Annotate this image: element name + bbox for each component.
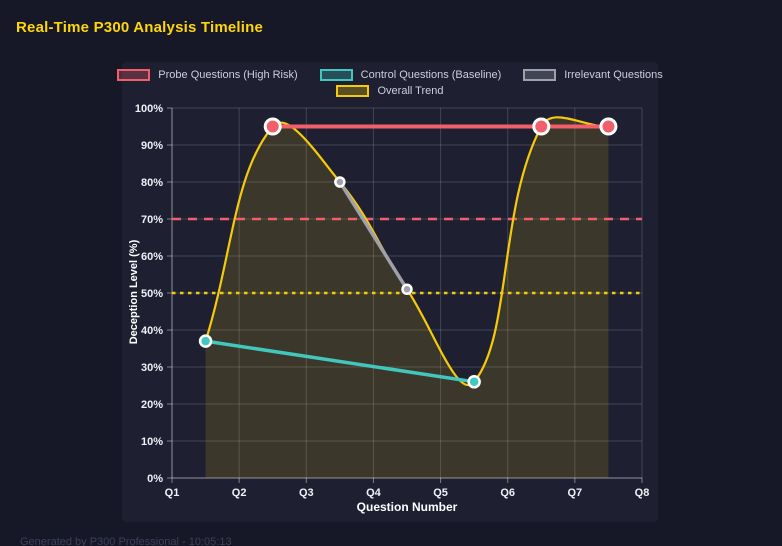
legend-label: Irrelevant Questions <box>564 69 663 81</box>
data-point[interactable] <box>532 117 551 136</box>
legend-item[interactable]: Overall Trend <box>336 85 444 97</box>
y-tick-label: 90% <box>141 140 163 152</box>
chart-panel: Probe Questions (High Risk) Control Quest… <box>117 62 663 522</box>
footer-note: Generated by P300 Professional - 10:05:1… <box>20 536 232 546</box>
data-point[interactable] <box>198 334 213 348</box>
y-tick-label: 10% <box>141 436 163 448</box>
y-tick-label: 20% <box>141 399 163 411</box>
y-tick-label: 80% <box>141 177 163 189</box>
x-tick-label: Q5 <box>433 487 448 499</box>
y-tick-label: 40% <box>141 325 163 337</box>
legend-swatch-icon <box>319 69 353 81</box>
chart-legend: Probe Questions (High Risk) Control Quest… <box>117 69 663 97</box>
page-title: Real-Time P300 Analysis Timeline <box>16 19 264 36</box>
data-point[interactable] <box>599 117 618 136</box>
x-axis-title: Question Number <box>356 500 458 514</box>
data-point[interactable] <box>401 283 413 296</box>
legend-label: Control Questions (Baseline) <box>360 69 502 81</box>
x-tick-label: Q1 <box>165 487 180 499</box>
x-tick-label: Q3 <box>299 487 314 499</box>
legend-swatch-icon <box>336 85 370 97</box>
legend-item[interactable]: Irrelevant Questions <box>523 69 663 81</box>
legend-swatch-icon <box>117 69 151 81</box>
y-axis-title: Deception Level (%) <box>128 239 140 345</box>
legend-item[interactable]: Control Questions (Baseline) <box>319 69 502 81</box>
x-tick-label: Q6 <box>500 487 515 499</box>
y-tick-label: 60% <box>141 251 163 263</box>
trend-area-fill <box>205 117 609 478</box>
legend-item[interactable]: Probe Questions (High Risk) <box>117 69 298 81</box>
legend-label: Overall Trend <box>377 85 444 97</box>
data-point[interactable] <box>263 117 282 136</box>
x-tick-label: Q2 <box>232 487 247 499</box>
x-tick-label: Q8 <box>635 487 650 499</box>
legend-swatch-icon <box>523 69 557 81</box>
legend-row: Probe Questions (High Risk) Control Quest… <box>117 69 663 81</box>
data-point[interactable] <box>467 375 481 389</box>
series-line <box>203 339 476 384</box>
x-tick-label: Q7 <box>568 487 583 499</box>
series-line <box>338 180 409 292</box>
y-tick-label: 70% <box>141 214 163 226</box>
y-tick-label: 50% <box>141 288 163 300</box>
x-tick-label: Q4 <box>366 487 382 499</box>
legend-label: Probe Questions (High Risk) <box>158 69 298 81</box>
chart-plot-area: Q1 Q2 Q3 Q4 Q5 Q6 Q7 Q8 0% 10% 20% 30% 40% 50% 60% 70% 8… <box>135 103 650 499</box>
y-tick-label: 30% <box>141 362 163 374</box>
data-point[interactable] <box>334 176 346 188</box>
y-tick-label: 100% <box>135 103 163 115</box>
legend-row: Overall Trend <box>336 85 444 97</box>
y-tick-label: 0% <box>147 473 163 485</box>
